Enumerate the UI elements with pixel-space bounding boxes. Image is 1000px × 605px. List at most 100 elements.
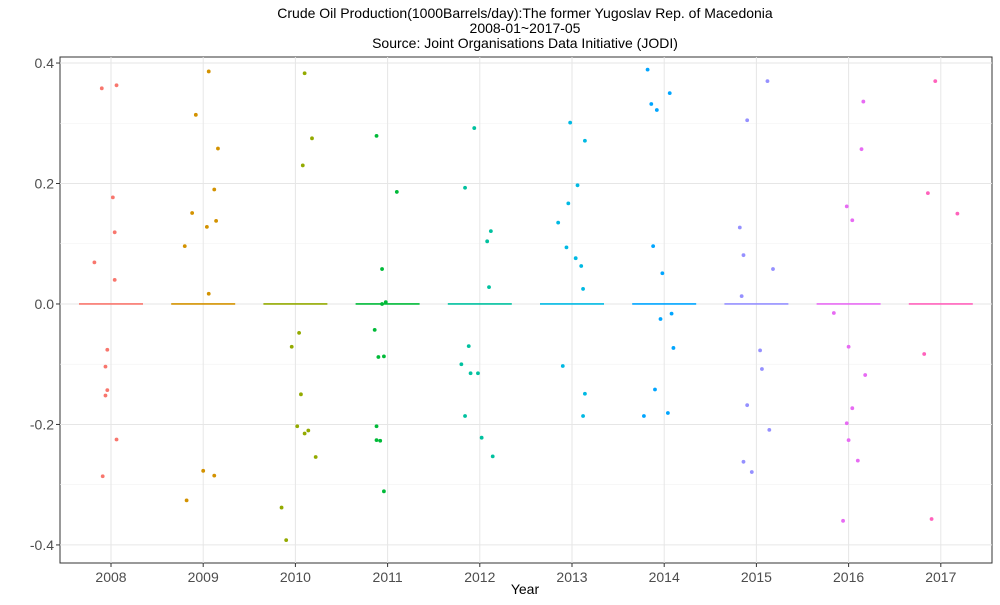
data-point-2017	[922, 352, 927, 356]
data-point-2009	[206, 291, 211, 296]
x-tick-label: 2016	[833, 569, 864, 585]
data-point-2015	[760, 367, 764, 371]
data-point-2009	[214, 218, 219, 223]
data-point-2014	[645, 67, 650, 72]
plot-panel	[59, 56, 993, 564]
data-point-2008	[110, 195, 115, 200]
data-point-2009	[184, 498, 189, 503]
data-point-2012	[472, 126, 477, 130]
data-point-2014	[669, 311, 674, 316]
data-point-2009	[206, 69, 211, 74]
y-tick-label: 0.4	[35, 55, 55, 71]
x-tick-label: 2009	[188, 569, 219, 585]
data-point-2010	[310, 136, 314, 141]
data-point-2013	[560, 364, 565, 368]
data-point-2008	[112, 277, 117, 282]
data-point-2016	[859, 147, 864, 152]
chart-title: Crude Oil Production(1000Barrels/day):Th…	[277, 5, 773, 51]
data-point-2012	[463, 414, 467, 418]
data-point-2010	[289, 344, 294, 349]
data-point-2012	[488, 229, 493, 233]
data-point-2010	[302, 431, 307, 436]
data-point-2013	[575, 183, 580, 188]
x-tick-label: 2011	[373, 569, 403, 585]
data-point-2008	[99, 86, 104, 91]
data-point-2009	[201, 468, 206, 473]
data-point-2013	[564, 245, 569, 250]
data-point-2014	[649, 102, 654, 106]
title-line-2: 2008-01~2017-05	[470, 20, 581, 36]
data-point-2012	[463, 185, 467, 190]
data-point-2015	[749, 470, 754, 474]
x-axis: 2008 2009 2010 2011 2012 2013 2014 2015 2016 2017	[95, 563, 957, 585]
y-tick-label: -0.4	[30, 537, 54, 553]
y-axis: -0.4 -0.2 0.0 0.2 0.4	[30, 55, 60, 553]
data-point-2016	[831, 311, 836, 315]
data-point-2012	[479, 435, 484, 440]
data-point-2014	[667, 91, 672, 96]
data-point-2012	[487, 285, 491, 290]
data-point-2016	[846, 438, 851, 443]
data-point-2008	[112, 230, 117, 235]
data-point-2011	[382, 354, 386, 359]
x-tick-label: 2015	[741, 569, 772, 585]
x-tick-label: 2012	[464, 569, 495, 585]
data-point-2010	[297, 330, 301, 335]
x-tick-label: 2017	[925, 569, 956, 585]
data-point-2011	[374, 438, 379, 443]
data-point-2017	[933, 79, 938, 83]
data-point-2008	[114, 83, 119, 88]
data-point-2011	[374, 134, 379, 138]
data-point-2014	[658, 317, 663, 321]
data-point-2008	[103, 393, 108, 398]
data-point-2008	[103, 364, 108, 369]
data-point-2013	[583, 138, 587, 143]
data-point-2013	[573, 256, 578, 261]
data-point-2015	[745, 403, 750, 408]
data-point-2016	[863, 373, 868, 377]
y-tick-label: 0.0	[35, 296, 55, 312]
data-point-2010	[300, 163, 305, 168]
data-point-2009	[212, 473, 217, 478]
data-point-2015	[758, 348, 762, 353]
x-tick-label: 2013	[556, 569, 587, 585]
data-point-2012	[468, 371, 473, 376]
data-point-2010	[306, 428, 311, 433]
data-point-2010	[313, 455, 318, 459]
y-tick-label: 0.2	[35, 176, 55, 192]
data-point-2015	[737, 225, 742, 230]
data-point-2013	[556, 220, 561, 225]
data-point-2016	[861, 99, 866, 104]
x-tick-label: 2008	[95, 569, 126, 585]
data-point-2011	[376, 355, 381, 359]
data-point-2009	[212, 187, 217, 192]
data-point-2009	[182, 244, 187, 249]
data-point-2014	[651, 244, 656, 249]
data-point-2013	[581, 414, 585, 418]
data-point-2012	[490, 454, 495, 459]
data-point-2015	[745, 118, 750, 123]
data-point-2014	[654, 108, 659, 112]
data-point-2009	[190, 211, 195, 215]
x-tick-label: 2014	[649, 569, 680, 585]
data-point-2011	[394, 190, 399, 194]
data-point-2013	[566, 201, 571, 206]
title-line-3: Source: Joint Organisations Data Initiat…	[372, 35, 678, 51]
x-axis-title: Year	[511, 581, 540, 597]
data-point-2010	[279, 505, 284, 510]
data-point-2016	[850, 406, 855, 411]
data-point-2012	[485, 239, 490, 244]
data-point-2015	[741, 459, 746, 464]
data-point-2011	[372, 327, 377, 332]
data-point-2014	[642, 414, 646, 418]
data-point-2014	[653, 387, 657, 392]
data-point-2009	[216, 146, 220, 151]
data-point-2016	[850, 218, 855, 223]
data-point-2012	[466, 344, 471, 349]
data-point-2015	[741, 253, 746, 258]
data-point-2011	[383, 300, 388, 305]
data-point-2016	[855, 458, 860, 463]
data-point-2015	[739, 294, 744, 299]
data-point-2010	[299, 392, 303, 397]
data-point-2011	[380, 267, 384, 271]
